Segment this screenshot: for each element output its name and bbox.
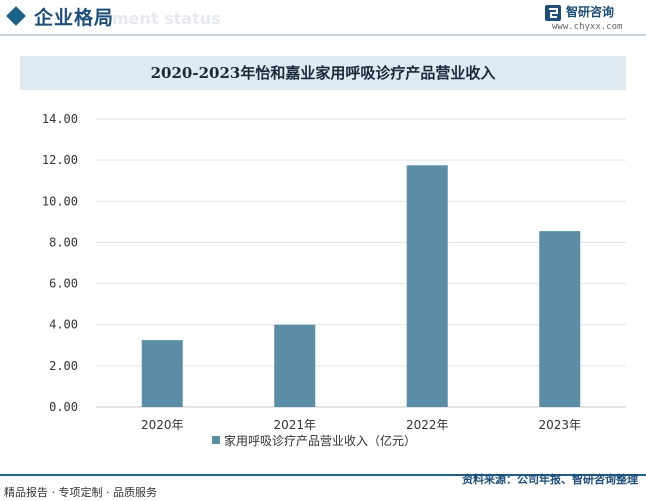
page-title: 企业格局: [34, 7, 115, 29]
legend-swatch: [212, 436, 220, 444]
diamond-icon: [6, 6, 26, 26]
y-tick-label: 8.00: [49, 235, 78, 249]
brand-name: 智研咨询: [566, 5, 615, 19]
x-tick-label: 2023年: [538, 418, 581, 432]
source-note: 资料来源：公司年报、智研咨询整理: [462, 473, 638, 486]
bar: [274, 324, 316, 407]
brand-url: www.chyxx.com: [552, 22, 623, 32]
bar: [406, 165, 448, 407]
header-ghost-text: ment status: [112, 9, 221, 28]
y-tick-label: 6.00: [49, 277, 78, 291]
chart-title-banner: 2020-2023年怡和嘉业家用呼吸诊疗产品营业收入: [20, 56, 626, 90]
bar-chart: 0.00 2.00 4.00 6.00 8.00 10.00 12.00 14.00 2020年…: [42, 112, 626, 448]
y-tick-label: 2.00: [49, 359, 78, 373]
chart-title: 2020-2023年怡和嘉业家用呼吸诊疗产品营业收入: [150, 64, 496, 82]
bar: [141, 340, 183, 407]
footer-divider: [0, 474, 646, 476]
brand-logo-icon: [545, 5, 561, 21]
x-tick-label: 2021年: [273, 418, 316, 432]
y-tick-label: 4.00: [49, 318, 78, 332]
y-tick-label: 12.00: [42, 153, 78, 167]
legend-label: 家用呼吸诊疗产品营业收入（亿元）: [224, 433, 416, 448]
header-divider: [0, 34, 646, 36]
page-header: ment status 企业格局: [0, 0, 646, 40]
page-footer: 精品报告 · 专项定制 · 品质服务 资料来源：公司年报、智研咨询整理: [0, 473, 646, 501]
footer-slogan: 精品报告 · 专项定制 · 品质服务: [4, 486, 157, 499]
x-tick-label: 2022年: [406, 418, 449, 432]
bar: [539, 231, 581, 407]
x-tick-label: 2020年: [141, 418, 184, 432]
y-tick-label: 0.00: [49, 400, 78, 414]
brand-logo: 智研咨询 www.chyxx.com: [544, 2, 634, 34]
y-tick-label: 10.00: [42, 194, 78, 208]
y-tick-label: 14.00: [42, 112, 78, 126]
